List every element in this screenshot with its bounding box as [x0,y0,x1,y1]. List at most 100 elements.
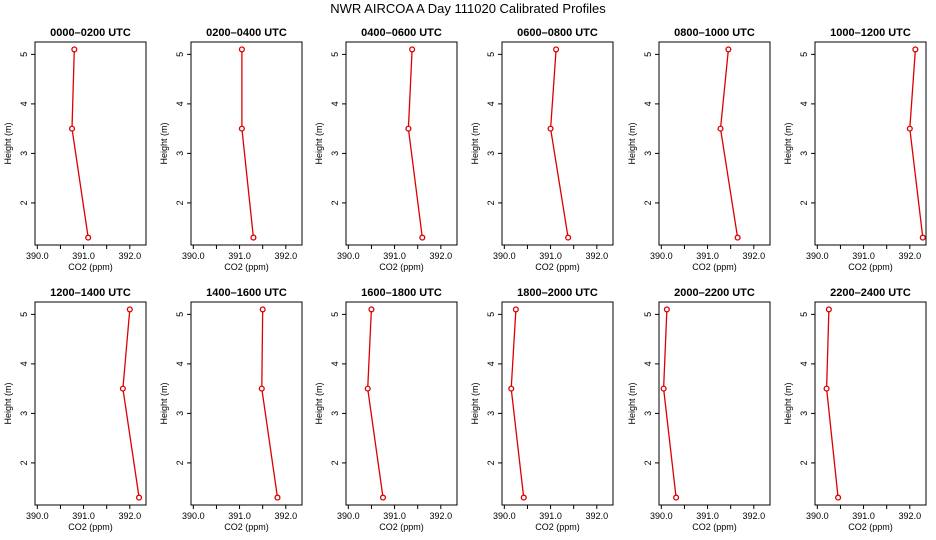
data-point [906,125,913,132]
y-tick-label: 4 [486,361,496,366]
y-tick-label: 2 [175,200,185,205]
profile-line [407,49,423,238]
profile-line [825,309,839,498]
data-point [508,385,515,392]
y-tick-label: 2 [486,200,496,205]
data-point [119,385,126,392]
data-point [250,234,257,241]
y-tick-label: 5 [486,52,496,57]
y-tick-label: 5 [330,52,340,57]
data-point [409,46,416,53]
data-point [919,234,926,241]
y-tick-label: 5 [175,312,185,317]
panel-title: 0200–0400 UTC [206,27,287,39]
data-point [734,234,741,241]
profile-panel: 0000–0200 UTC 390.0 391.0 392.0 2 3 4 5 CO2 (ppm… [3,27,147,272]
data-point [368,306,375,313]
data-point [673,494,680,501]
profile-panel: 0400–0600 UTC 390.0 391.0 392.0 2 3 4 5 CO2 (ppm… [314,27,458,272]
panel-title: 1000–1200 UTC [830,27,911,39]
figure-title: NWR AIRCOA A Day 111020 Calibrated Profi… [330,1,606,16]
data-point [823,385,830,392]
x-axis-label: CO2 (ppm) [535,262,580,272]
x-axis-label: CO2 (ppm) [379,522,424,532]
data-point [136,494,143,501]
x-tick-label: 390.0 [650,511,673,521]
y-tick-label: 3 [799,411,809,416]
profile-panel: 1600–1800 UTC 390.0 391.0 392.0 2 3 4 5 CO2 (ppm… [314,287,458,532]
data-point [520,494,527,501]
y-tick-label: 4 [330,101,340,106]
x-tick-label: 391.0 [696,511,719,521]
x-axis-label: CO2 (ppm) [68,522,113,532]
y-tick-label: 5 [643,52,653,57]
panel-title: 2000–2200 UTC [674,287,755,299]
plot-frame [658,301,771,506]
data-point [259,306,266,313]
y-tick-label: 2 [19,460,29,465]
y-tick-label: 4 [19,101,29,106]
y-tick-label: 4 [486,101,496,106]
profile-line [662,309,677,498]
x-tick-label: 391.0 [539,251,562,261]
x-tick-label: 391.0 [72,251,95,261]
panel-title: 0600–0800 UTC [517,27,598,39]
plot-frame [658,41,771,246]
data-point [238,46,245,53]
y-tick-label: 5 [486,312,496,317]
y-tick-label: 2 [799,200,809,205]
data-point [68,125,76,132]
x-tick-label: 390.0 [182,511,205,521]
y-tick-label: 5 [330,312,340,317]
data-point [553,46,560,53]
x-tick-label: 390.0 [806,511,829,521]
y-tick-label: 4 [799,101,809,106]
x-tick-label: 390.0 [650,251,673,261]
y-axis-label: Height (m) [3,122,13,164]
x-tick-label: 391.0 [383,251,406,261]
y-tick-label: 5 [19,312,29,317]
y-tick-label: 2 [330,200,340,205]
data-point [258,385,265,392]
y-tick-label: 2 [799,460,809,465]
plot-frame [501,301,614,506]
x-tick-label: 392.0 [430,511,453,521]
y-axis-label: Height (m) [159,382,169,424]
data-point [547,125,554,132]
profile-panel: 1400–1600 UTC 390.0 391.0 392.0 2 3 4 5 CO2 (ppm… [159,287,303,532]
x-tick-label: 392.0 [430,251,453,261]
x-tick-label: 392.0 [586,511,609,521]
x-tick-label: 392.0 [899,511,922,521]
y-tick-label: 3 [643,411,653,416]
profile-line [549,49,569,238]
y-axis-label: Height (m) [627,382,637,424]
profile-panel: 0800–1000 UTC 390.0 391.0 392.0 2 3 4 5 CO2 (ppm… [627,27,771,272]
y-tick-label: 3 [175,411,185,416]
y-tick-label: 4 [19,361,29,366]
plot-frame [814,41,927,246]
data-point [565,234,572,241]
x-tick-label: 392.0 [275,511,298,521]
x-tick-label: 392.0 [119,511,142,521]
x-tick-label: 390.0 [26,251,49,261]
x-tick-label: 391.0 [539,511,562,521]
profile-panel: 2000–2200 UTC 390.0 391.0 392.0 2 3 4 5 CO2 (ppm… [627,287,771,532]
x-axis-label: CO2 (ppm) [224,522,269,532]
data-point [364,385,371,392]
y-axis-label: Height (m) [783,122,793,164]
x-tick-label: 390.0 [493,511,516,521]
profile-line [261,309,279,498]
x-axis-label: CO2 (ppm) [692,262,737,272]
y-tick-label: 3 [330,151,340,156]
data-point [660,385,667,392]
y-tick-label: 2 [19,200,29,205]
x-axis-label: CO2 (ppm) [535,522,580,532]
y-tick-label: 4 [799,361,809,366]
x-tick-label: 392.0 [743,511,766,521]
y-tick-label: 3 [330,411,340,416]
profile-panel: 0200–0400 UTC 390.0 391.0 392.0 2 3 4 5 CO2 (ppm… [159,27,303,272]
x-tick-label: 392.0 [275,251,298,261]
x-tick-label: 391.0 [228,251,251,261]
x-tick-label: 392.0 [899,251,922,261]
